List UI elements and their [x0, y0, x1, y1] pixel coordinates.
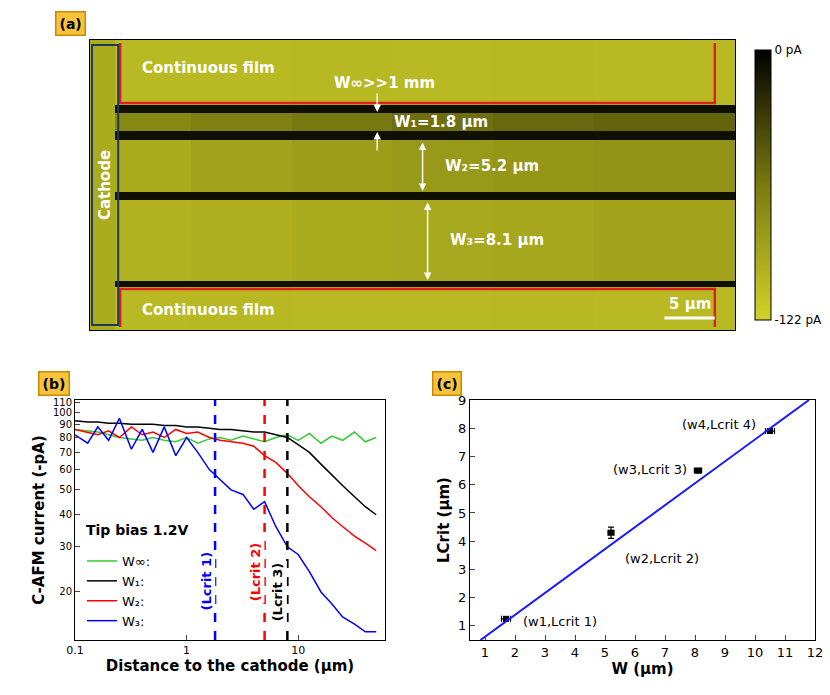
svg-text:30: 30	[59, 541, 72, 552]
svg-text:W₂=5.2 µm: W₂=5.2 µm	[445, 157, 539, 175]
svg-text:4: 4	[571, 645, 579, 660]
svg-text:LCrit (µm): LCrit (µm)	[435, 477, 453, 563]
svg-text:W₃:: W₃:	[122, 614, 144, 629]
svg-text:50: 50	[59, 484, 72, 495]
svg-text:(w2,Lcrit 2): (w2,Lcrit 2)	[625, 551, 699, 566]
svg-text:60: 60	[59, 464, 72, 475]
svg-text:10: 10	[291, 644, 305, 657]
svg-text:0.1: 0.1	[66, 644, 84, 657]
svg-text:(Lcrit 2): (Lcrit 2)	[248, 543, 263, 602]
svg-text:W₁=1.8 µm: W₁=1.8 µm	[394, 113, 488, 131]
svg-text:10: 10	[747, 645, 764, 660]
svg-text:(Lcrit 3): (Lcrit 3)	[270, 563, 285, 622]
svg-text:12: 12	[807, 645, 824, 660]
svg-text:6: 6	[458, 477, 466, 492]
svg-text:20: 20	[59, 586, 72, 597]
svg-text:(c): (c)	[437, 376, 458, 392]
svg-text:3: 3	[541, 645, 549, 660]
svg-text:Continuous film: Continuous film	[142, 59, 275, 77]
svg-text:7: 7	[458, 449, 466, 464]
svg-text:1: 1	[481, 645, 489, 660]
svg-text:9: 9	[458, 393, 466, 408]
svg-text:W₁:: W₁:	[122, 574, 144, 589]
svg-text:2: 2	[458, 590, 466, 605]
svg-text:W₂:: W₂:	[122, 594, 144, 609]
svg-text:1: 1	[183, 644, 190, 657]
svg-text:9: 9	[721, 645, 729, 660]
svg-text:W (µm): W (µm)	[611, 660, 673, 678]
svg-text:5: 5	[458, 505, 466, 520]
svg-text:40: 40	[59, 509, 72, 520]
svg-text:100: 100	[53, 407, 72, 418]
svg-text:W₃=8.1 µm: W₃=8.1 µm	[450, 231, 544, 249]
svg-text:Continuous film: Continuous film	[142, 301, 275, 319]
svg-text:5 µm: 5 µm	[669, 295, 711, 313]
svg-text:4: 4	[458, 534, 466, 549]
svg-text:Tip bias 1.2V: Tip bias 1.2V	[86, 522, 189, 538]
svg-text:5: 5	[601, 645, 609, 660]
svg-text:8: 8	[458, 421, 466, 436]
svg-text:110: 110	[53, 397, 72, 408]
svg-text:(Lcrit 1): (Lcrit 1)	[199, 552, 214, 611]
svg-text:6: 6	[631, 645, 639, 660]
svg-text:Cathode: Cathode	[96, 150, 114, 220]
svg-text:1: 1	[458, 618, 466, 633]
svg-text:C-AFM current (-pA): C-AFM current (-pA)	[30, 435, 48, 604]
svg-text:2: 2	[511, 645, 519, 660]
svg-text:Distance to the cathode (µm): Distance to the cathode (µm)	[106, 657, 354, 675]
svg-text:11: 11	[777, 645, 794, 660]
svg-text:W∞>>1 mm: W∞>>1 mm	[334, 74, 435, 92]
svg-text:3: 3	[458, 562, 466, 577]
svg-text:(w1,Lcrit 1): (w1,Lcrit 1)	[523, 614, 597, 629]
svg-text:80: 80	[59, 432, 72, 443]
svg-text:(b): (b)	[43, 376, 66, 392]
svg-text:7: 7	[661, 645, 669, 660]
svg-text:90: 90	[59, 419, 72, 430]
svg-text:(w4,Lcrit 4): (w4,Lcrit 4)	[682, 417, 756, 432]
svg-text:(w3,Lcrit 3): (w3,Lcrit 3)	[613, 462, 687, 477]
svg-text:-122 pA: -122 pA	[774, 313, 822, 327]
svg-text:0 pA: 0 pA	[774, 43, 802, 57]
svg-text:W∞:: W∞:	[122, 554, 150, 569]
svg-text:8: 8	[691, 645, 699, 660]
svg-text:(a): (a)	[60, 16, 82, 32]
svg-text:70: 70	[59, 447, 72, 458]
